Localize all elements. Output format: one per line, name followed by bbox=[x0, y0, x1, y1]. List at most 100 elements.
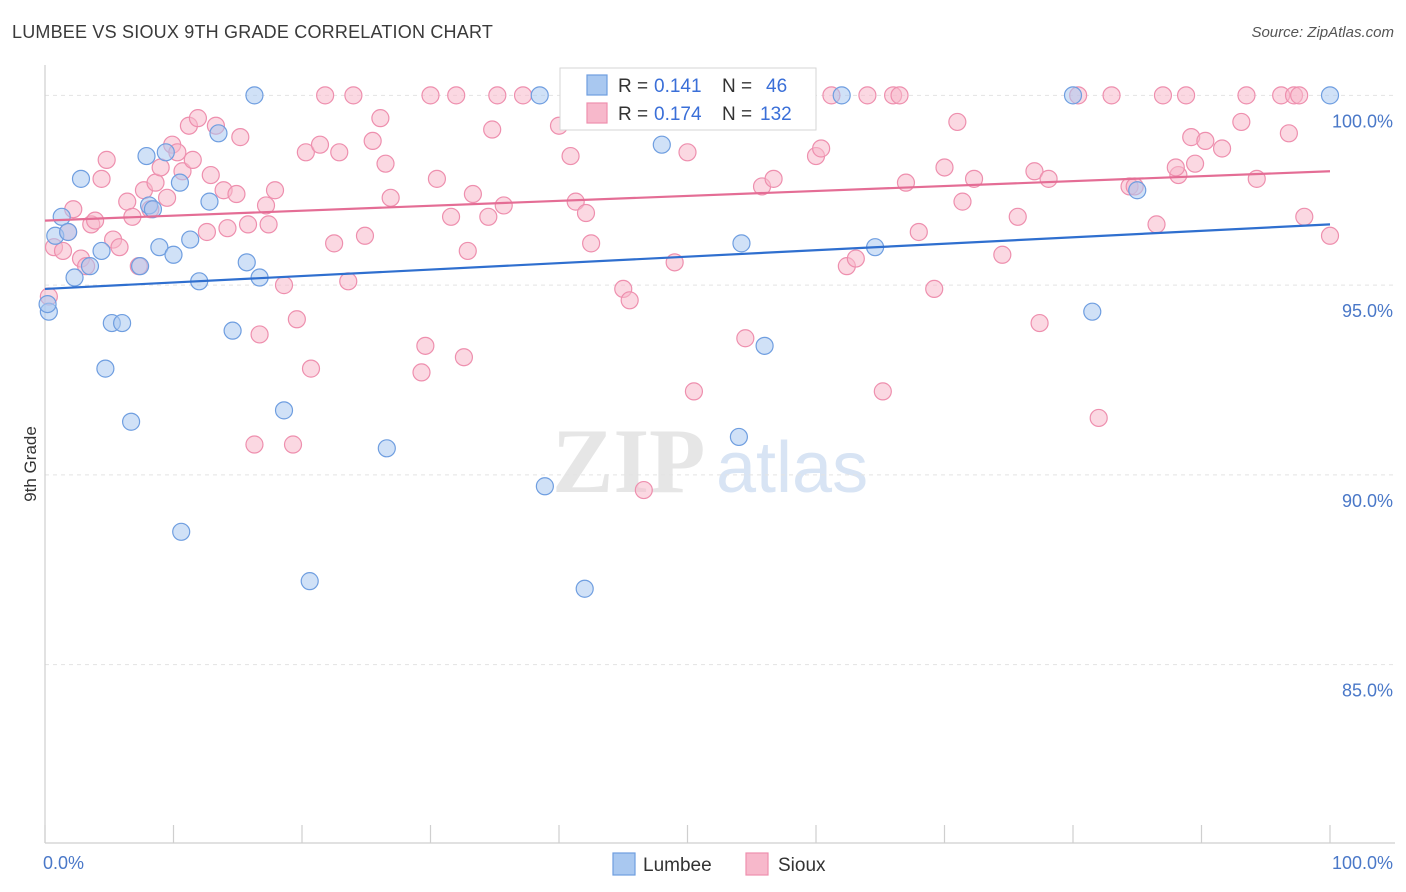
sioux-point bbox=[858, 86, 877, 105]
sioux-point bbox=[92, 169, 111, 188]
y-tick-label: 85.0% bbox=[1342, 681, 1393, 701]
sioux-point bbox=[1008, 207, 1027, 226]
y-tick-label: 100.0% bbox=[1332, 111, 1393, 131]
sioux-point bbox=[582, 234, 601, 253]
sioux-point bbox=[146, 173, 165, 192]
lumbee-point bbox=[143, 200, 163, 219]
sioux-point bbox=[953, 192, 972, 211]
y-tick-label: 90.0% bbox=[1342, 491, 1393, 511]
sioux-point bbox=[316, 86, 335, 105]
lumbee-point bbox=[530, 86, 549, 105]
lumbee-point bbox=[38, 294, 57, 314]
lumbee-point bbox=[181, 230, 200, 249]
lumbee-point bbox=[755, 336, 774, 355]
sioux-point bbox=[53, 241, 73, 261]
watermark-zip: ZIP bbox=[552, 410, 705, 512]
sioux-point bbox=[620, 291, 639, 310]
source-label: Source: ZipAtlas.com bbox=[1251, 24, 1394, 41]
sioux-point bbox=[1295, 207, 1314, 226]
lumbee-point bbox=[732, 234, 751, 253]
sioux-point bbox=[890, 86, 909, 105]
sioux-point bbox=[684, 382, 704, 401]
lumbee-point bbox=[1063, 86, 1083, 105]
legend-swatch-lumbee bbox=[586, 74, 608, 96]
sioux-point bbox=[1030, 313, 1049, 333]
lumbee-point bbox=[245, 86, 264, 105]
lumbee-trend-line bbox=[44, 223, 1331, 291]
lumbee-point bbox=[65, 268, 84, 287]
lumbee-point bbox=[575, 579, 594, 598]
sioux-point bbox=[736, 329, 755, 348]
sioux-point bbox=[412, 363, 431, 382]
sioux-point bbox=[201, 165, 220, 185]
sioux-point bbox=[218, 219, 237, 238]
sioux-point bbox=[846, 249, 865, 268]
sioux-point bbox=[227, 184, 246, 204]
grid-lines bbox=[45, 94, 1395, 666]
legend-r-label-lumbee: R = bbox=[618, 76, 648, 97]
sioux-point bbox=[250, 325, 269, 344]
x-tick-labels: 0.0% 100.0% bbox=[43, 853, 1393, 873]
sioux-point bbox=[1153, 86, 1173, 105]
axes bbox=[44, 65, 1395, 844]
lumbee-point bbox=[164, 245, 183, 264]
sioux-point bbox=[1237, 86, 1256, 105]
sioux-point bbox=[576, 203, 596, 223]
sioux-point bbox=[1290, 86, 1309, 105]
sioux-point bbox=[325, 234, 344, 253]
sioux-point bbox=[287, 310, 306, 329]
lumbee-point bbox=[130, 257, 150, 276]
lumbee-point bbox=[300, 572, 319, 591]
sioux-point bbox=[231, 128, 250, 147]
sioux-point bbox=[458, 241, 477, 261]
sioux-point bbox=[1102, 86, 1121, 105]
sioux-point bbox=[301, 359, 321, 378]
lumbee-point bbox=[209, 124, 228, 143]
trend-lines bbox=[44, 170, 1331, 291]
sioux-point bbox=[296, 143, 315, 162]
sioux-point bbox=[1166, 158, 1185, 177]
sioux-point bbox=[447, 86, 466, 105]
sioux-point bbox=[678, 143, 697, 162]
lumbee-point bbox=[71, 169, 91, 188]
y-tick-label: 95.0% bbox=[1342, 301, 1393, 321]
sioux-point bbox=[97, 150, 116, 169]
sioux-point bbox=[274, 276, 294, 295]
sioux-point bbox=[197, 222, 217, 242]
sioux-point bbox=[381, 188, 400, 207]
sioux-point bbox=[183, 150, 202, 169]
sioux-trend-line bbox=[44, 170, 1331, 222]
bottom-legend-swatch-lumbee bbox=[612, 852, 636, 876]
sioux-point bbox=[993, 245, 1012, 264]
series-legend: Lumbee Sioux bbox=[612, 852, 826, 876]
sioux-point bbox=[1212, 139, 1232, 158]
sioux-point bbox=[245, 435, 264, 454]
y-axis-title: 9th Grade bbox=[21, 426, 40, 502]
bottom-legend-label-lumbee: Lumbee bbox=[643, 855, 712, 876]
lumbee-point bbox=[112, 313, 132, 333]
lumbee-point bbox=[80, 257, 100, 276]
lumbee-point bbox=[170, 173, 190, 192]
legend-n-value-lumbee: 46 bbox=[766, 76, 787, 97]
sioux-point bbox=[363, 131, 382, 151]
sioux-point bbox=[118, 192, 137, 211]
sioux-point bbox=[479, 207, 498, 226]
lumbee-point bbox=[52, 207, 71, 226]
lumbee-point bbox=[92, 241, 111, 261]
sioux-point bbox=[561, 146, 580, 166]
sioux-point bbox=[344, 86, 363, 105]
sioux-point bbox=[330, 143, 349, 162]
lumbee-point bbox=[535, 477, 554, 496]
lumbee-point bbox=[59, 222, 78, 242]
sioux-point bbox=[265, 181, 285, 200]
lumbee-point bbox=[729, 427, 749, 447]
sioux-point bbox=[1147, 215, 1166, 234]
bottom-legend-label-sioux: Sioux bbox=[778, 855, 826, 876]
lumbee-point bbox=[237, 253, 256, 272]
y-tick-labels: 100.0% 95.0% 90.0% 85.0% bbox=[1332, 111, 1393, 700]
sioux-point bbox=[283, 435, 303, 454]
sioux-point bbox=[1196, 131, 1215, 151]
x-tick-label: 0.0% bbox=[43, 853, 84, 873]
legend-r-value-sioux: 0.174 bbox=[654, 104, 702, 125]
